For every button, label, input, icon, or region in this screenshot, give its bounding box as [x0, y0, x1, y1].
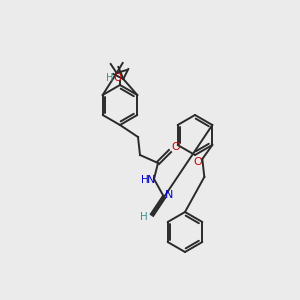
Text: H: H	[106, 73, 114, 83]
Text: H: H	[140, 212, 148, 222]
Text: N: N	[147, 175, 155, 185]
Text: O: O	[113, 73, 121, 83]
Text: O: O	[172, 142, 180, 152]
Text: O: O	[193, 157, 202, 167]
Text: N: N	[165, 190, 173, 200]
Text: H: H	[141, 175, 149, 185]
